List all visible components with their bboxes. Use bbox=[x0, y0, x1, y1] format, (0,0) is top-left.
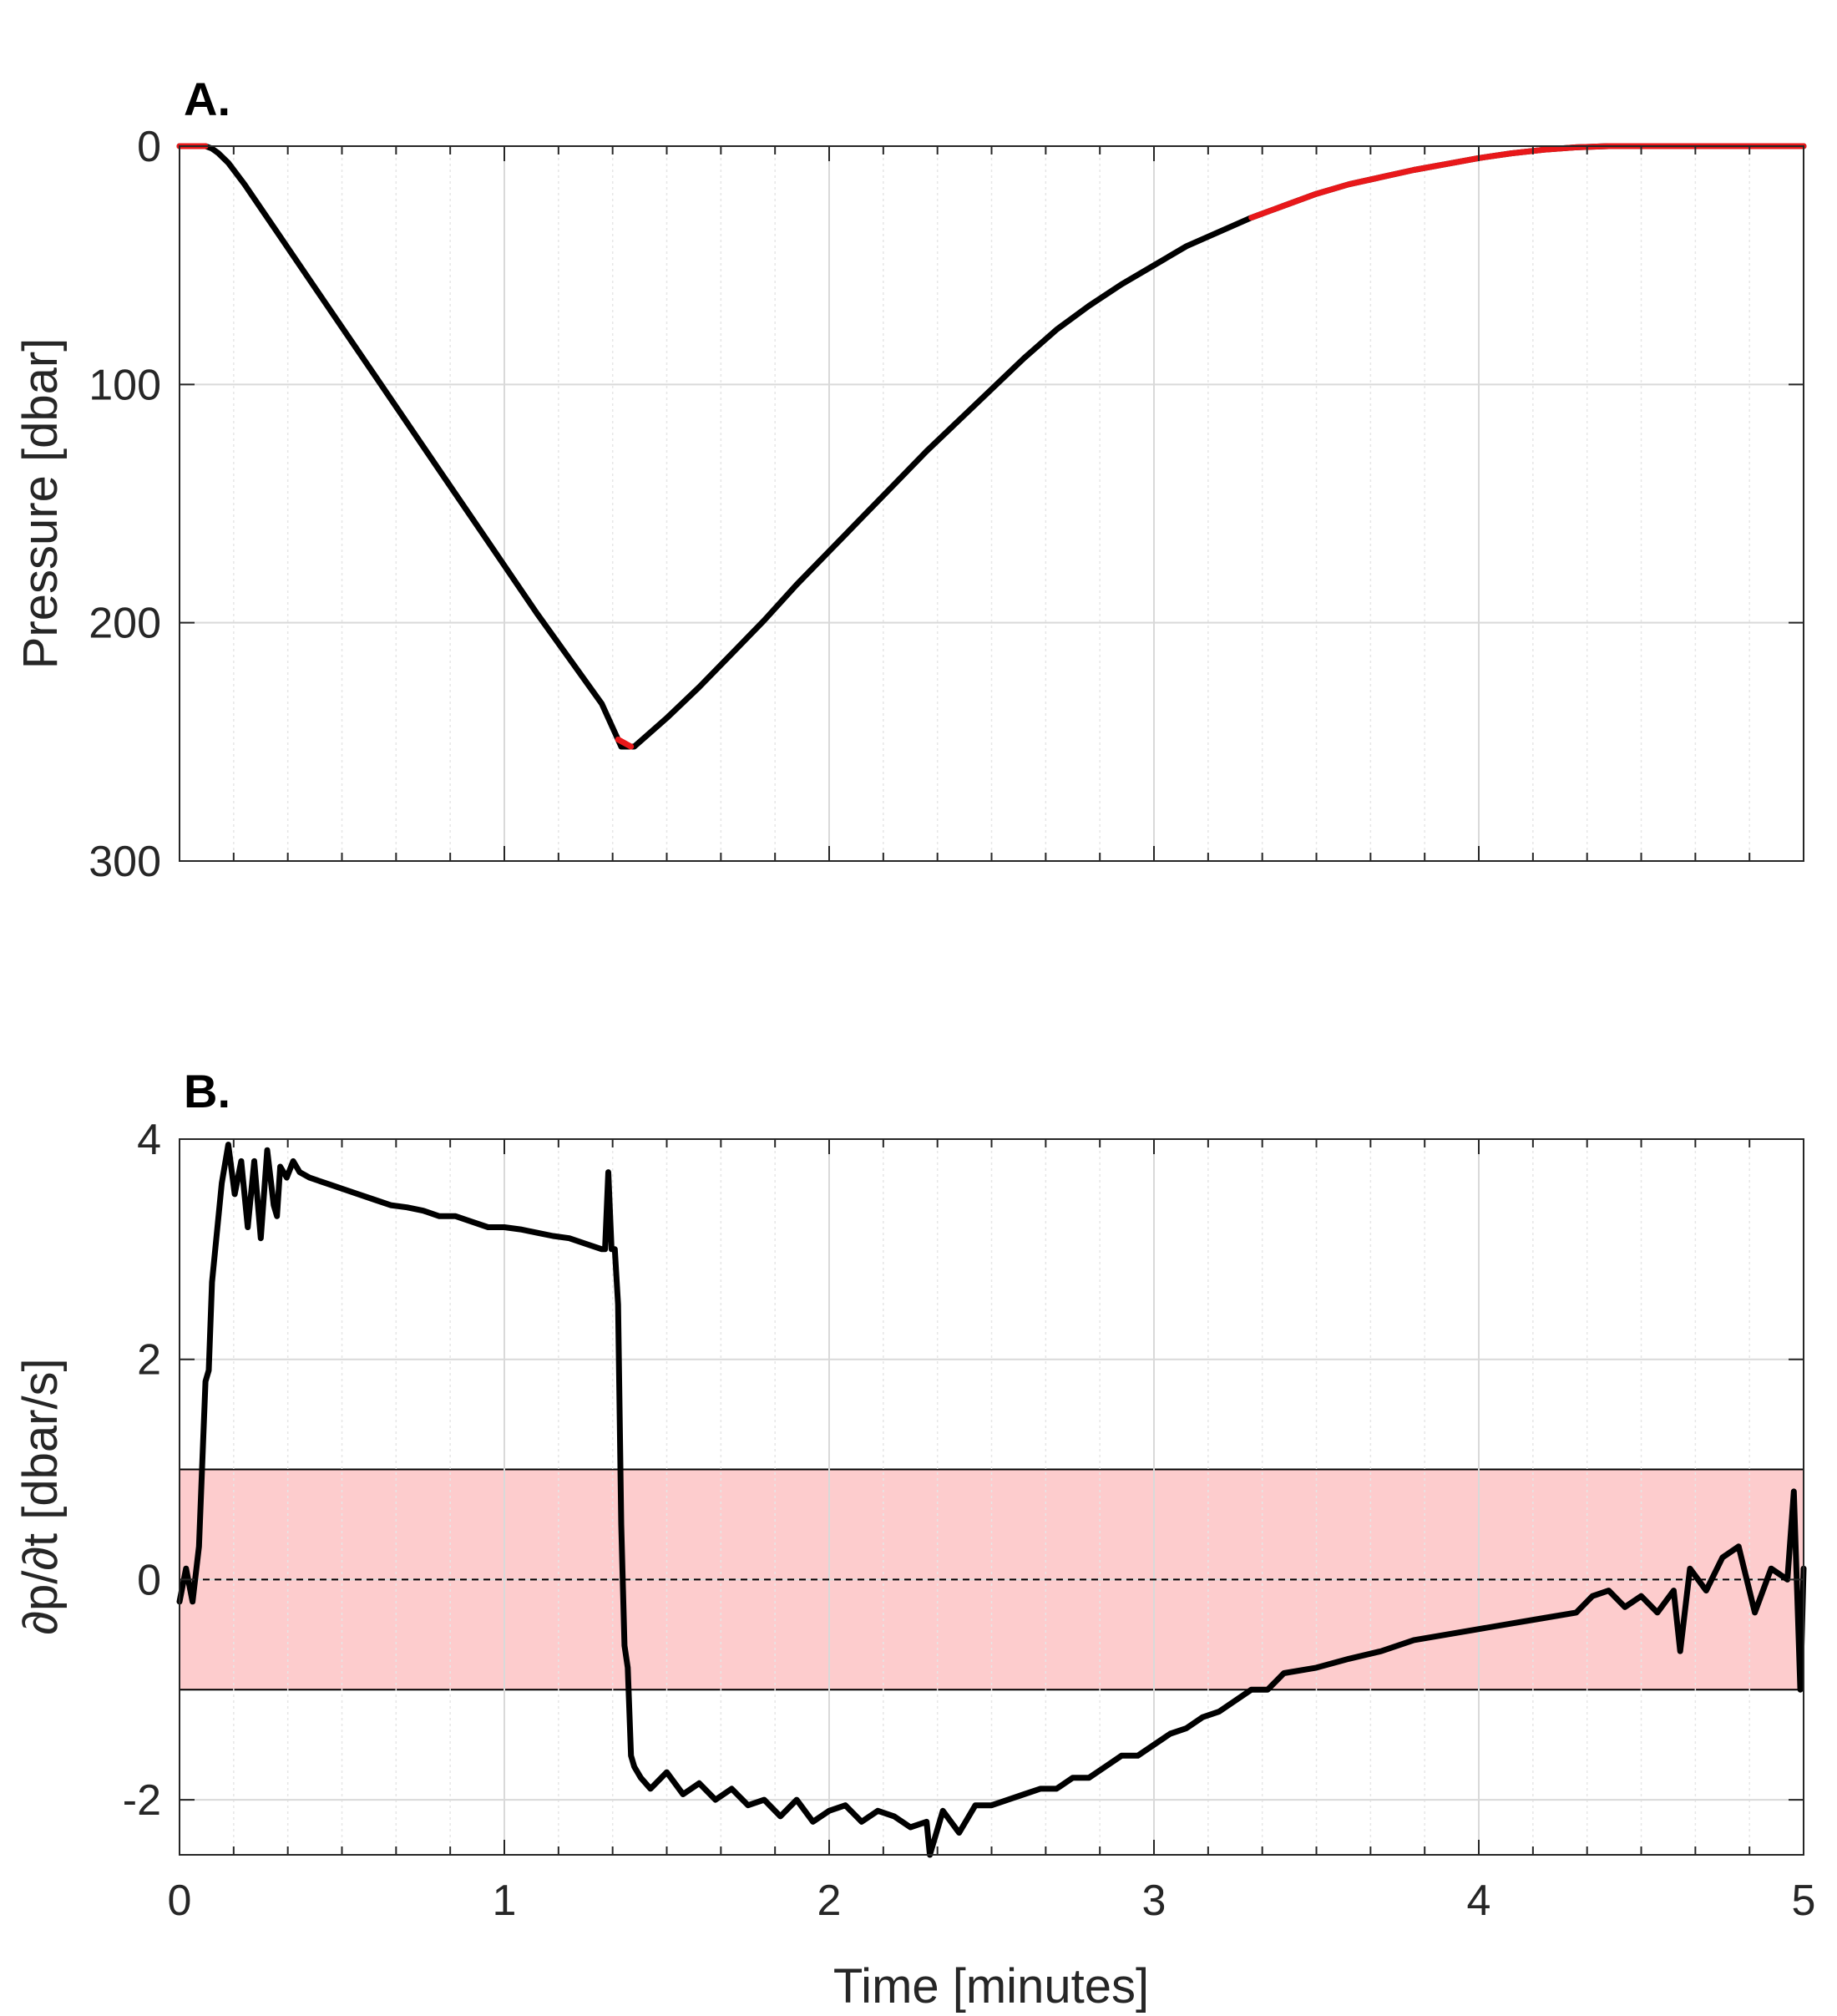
x-tick-label: 5 bbox=[1792, 1877, 1816, 1925]
highlight-segment bbox=[615, 737, 635, 750]
panel-b-xlabel: Time [minutes] bbox=[833, 1959, 1149, 2013]
y-tick-label: 4 bbox=[137, 1116, 161, 1164]
y-tick-label: -2 bbox=[123, 1776, 161, 1825]
y-tick-label: 2 bbox=[137, 1336, 161, 1385]
data-series-line bbox=[176, 1142, 1807, 1858]
panel-b-lines bbox=[176, 1142, 1807, 1858]
y-tick-label: 300 bbox=[89, 838, 161, 886]
panel-b-grid bbox=[179, 1138, 1804, 1855]
panel-a-ylabel: Pressure [dbar] bbox=[13, 338, 68, 670]
y-tick-label: 0 bbox=[137, 1556, 161, 1604]
panel-a-ticks: 0 100 200 300 bbox=[89, 123, 1804, 886]
x-tick-label: 4 bbox=[1467, 1877, 1491, 1925]
x-tick-label: 1 bbox=[493, 1877, 517, 1925]
y-tick-label: 200 bbox=[89, 600, 161, 648]
panel-b-ticks: -2 0 2 4 0 1 2 3 4 5 bbox=[123, 1116, 1816, 1925]
x-tick-label: 0 bbox=[168, 1877, 192, 1925]
panel-b: B. -2 0 2 4 0 1 2 3 4 5 ∂p/∂t [dbar/s] Time [minu… bbox=[13, 1065, 1815, 2013]
y-tick-label: 100 bbox=[89, 361, 161, 409]
y-tick-label: 0 bbox=[137, 123, 161, 171]
panel-a-label: A. bbox=[184, 73, 230, 125]
x-tick-label: 3 bbox=[1142, 1877, 1166, 1925]
panel-b-ylabel: ∂p/∂t [dbar/s] bbox=[13, 1358, 68, 1634]
x-tick-label: 2 bbox=[817, 1877, 842, 1925]
panel-b-label: B. bbox=[184, 1065, 230, 1117]
panel-a: A. 0 100 200 300 Pressure [dbar] bbox=[13, 73, 1807, 886]
